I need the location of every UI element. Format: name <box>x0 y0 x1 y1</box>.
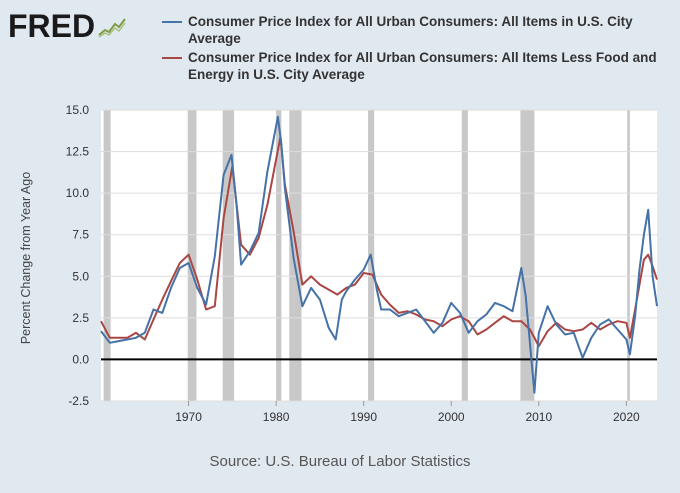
y-tick-label-0: -2.5 <box>68 394 89 408</box>
y-tick-label-6: 12.5 <box>66 145 90 159</box>
recession-band-6 <box>461 110 468 401</box>
legend-item-all-items[interactable]: Consumer Price Index for All Urban Consu… <box>162 13 672 47</box>
x-tick-label-1: 1980 <box>263 410 290 424</box>
source-note: Source: U.S. Bureau of Labor Statistics <box>209 453 471 470</box>
y-tick-label-3: 5.0 <box>72 269 89 283</box>
y-tick-label-5: 10.0 <box>66 186 90 200</box>
legend-swatch-core <box>162 57 182 59</box>
recession-band-0 <box>103 110 111 401</box>
fred-logo[interactable]: FRED <box>8 8 127 44</box>
legend-label-core: Consumer Price Index for All Urban Consu… <box>188 50 657 82</box>
x-tick-label-0: 1970 <box>175 410 202 424</box>
recession-band-1 <box>187 110 197 401</box>
series-line-core <box>100 135 658 348</box>
chart-line-icon <box>98 16 127 38</box>
y-tick-label-2: 2.5 <box>72 311 89 325</box>
legend-label-all-items: Consumer Price Index for All Urban Consu… <box>188 14 633 46</box>
recession-band-2 <box>222 110 235 401</box>
y-tick-label-4: 7.5 <box>72 228 89 242</box>
fred-logo-text: FRED <box>8 8 96 44</box>
series-line-all-items <box>100 115 658 394</box>
plot-area: -2.5 0.0 2.5 5.0 7.5 10.0 12.5 15.0 1970 1980 1990… <box>66 103 658 424</box>
recession-band-7 <box>520 110 535 401</box>
x-tick-label-4: 2010 <box>525 410 552 424</box>
chart-legend: Consumer Price Index for All Urban Consu… <box>162 13 672 85</box>
y-tick-label-1: 0.0 <box>72 352 89 366</box>
recession-band-8 <box>627 110 630 401</box>
legend-swatch-all-items <box>162 21 182 23</box>
y-tick-label-7: 15.0 <box>66 103 90 117</box>
legend-item-core[interactable]: Consumer Price Index for All Urban Consu… <box>162 49 672 83</box>
recession-band-4 <box>289 110 302 401</box>
x-tick-label-2: 1990 <box>350 410 377 424</box>
recession-band-3 <box>276 110 282 401</box>
plot-background <box>101 110 657 401</box>
x-tick-label-3: 2000 <box>438 410 465 424</box>
x-tick-label-5: 2020 <box>613 410 640 424</box>
